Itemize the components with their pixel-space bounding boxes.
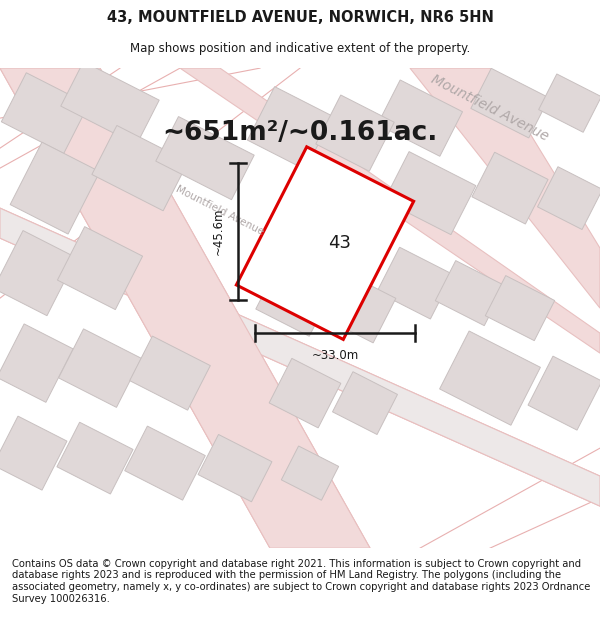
Polygon shape [58,227,143,309]
Text: Contains OS data © Crown copyright and database right 2021. This information is : Contains OS data © Crown copyright and d… [12,559,590,604]
Text: 43: 43 [329,234,352,252]
Polygon shape [247,87,332,169]
Polygon shape [156,116,254,200]
Polygon shape [256,260,334,336]
Polygon shape [377,80,463,156]
Polygon shape [0,324,73,402]
Polygon shape [0,416,67,490]
Polygon shape [10,142,100,234]
Polygon shape [435,261,505,326]
Polygon shape [281,446,338,500]
Polygon shape [471,68,549,138]
Polygon shape [59,329,142,408]
Polygon shape [180,68,600,353]
Polygon shape [440,331,541,425]
Polygon shape [316,95,394,171]
Polygon shape [324,273,396,343]
Text: Map shows position and indicative extent of the property.: Map shows position and indicative extent… [130,42,470,54]
Text: ~33.0m: ~33.0m [311,349,359,362]
Text: ~651m²/~0.161ac.: ~651m²/~0.161ac. [163,120,437,146]
Text: Mountfield Avenue: Mountfield Avenue [429,72,551,144]
Polygon shape [538,167,600,229]
Polygon shape [539,74,600,132]
Polygon shape [0,231,76,316]
Polygon shape [0,208,600,506]
Polygon shape [1,72,89,154]
Polygon shape [528,356,600,430]
Polygon shape [130,336,211,410]
Polygon shape [92,126,188,211]
Polygon shape [61,61,159,145]
Polygon shape [198,434,272,502]
Polygon shape [332,372,397,434]
Polygon shape [377,248,453,319]
Polygon shape [472,152,548,224]
Polygon shape [0,68,370,548]
Text: Mountfield Avenue: Mountfield Avenue [175,184,266,237]
Polygon shape [485,276,555,341]
Polygon shape [269,358,341,428]
Polygon shape [384,152,476,234]
Text: ~45.6m: ~45.6m [212,208,224,256]
Polygon shape [125,426,205,500]
Polygon shape [410,68,600,308]
Polygon shape [236,147,413,339]
Polygon shape [57,422,133,494]
Text: 43, MOUNTFIELD AVENUE, NORWICH, NR6 5HN: 43, MOUNTFIELD AVENUE, NORWICH, NR6 5HN [107,10,493,25]
